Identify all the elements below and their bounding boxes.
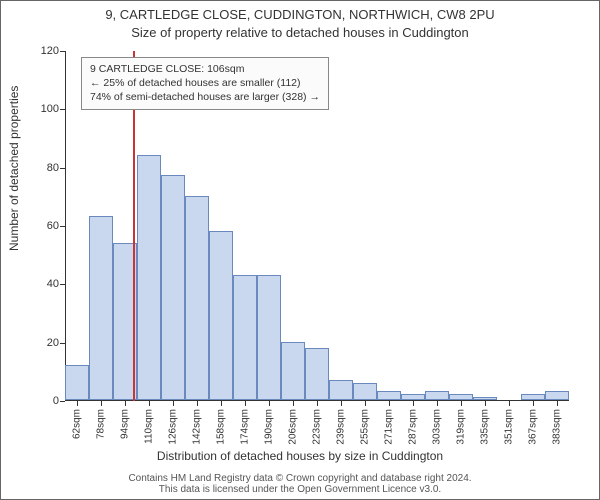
- annotation-line: 74% of semi-detached houses are larger (…: [90, 90, 320, 104]
- annotation-line: ← 25% of detached houses are smaller (11…: [90, 76, 320, 90]
- histogram-bar: [473, 397, 497, 400]
- x-tick-label: 255sqm: [360, 409, 371, 445]
- y-tick-label: 120: [41, 45, 59, 57]
- histogram-bar: [353, 383, 377, 401]
- x-tick-mark: [173, 401, 174, 406]
- x-axis-label: Distribution of detached houses by size …: [1, 449, 599, 463]
- x-tick-label: 126sqm: [168, 409, 179, 445]
- x-tick-mark: [437, 401, 438, 406]
- x-tick-label: 190sqm: [264, 409, 275, 445]
- histogram-bar: [425, 391, 449, 400]
- x-tick-label: 158sqm: [216, 409, 227, 445]
- x-tick-mark: [389, 401, 390, 406]
- page-title-line1: 9, CARTLEDGE CLOSE, CUDDINGTON, NORTHWIC…: [1, 7, 599, 22]
- histogram-bar: [545, 391, 569, 400]
- chart-container: 9, CARTLEDGE CLOSE, CUDDINGTON, NORTHWIC…: [0, 0, 600, 500]
- histogram-bar: [281, 342, 305, 400]
- x-tick-mark: [149, 401, 150, 406]
- x-tick-mark: [413, 401, 414, 406]
- histogram-bar: [89, 216, 113, 400]
- x-tick-label: 110sqm: [144, 409, 155, 444]
- x-tick-mark: [293, 401, 294, 406]
- x-tick-mark: [557, 401, 558, 406]
- x-tick-label: 287sqm: [408, 409, 419, 445]
- histogram-bar: [449, 394, 473, 400]
- x-tick-label: 78sqm: [96, 409, 107, 439]
- annotation-box: 9 CARTLEDGE CLOSE: 106sqm← 25% of detach…: [81, 57, 329, 110]
- y-tick-label: 60: [47, 220, 59, 232]
- y-tick-label: 0: [53, 395, 59, 407]
- y-tick-label: 20: [47, 337, 59, 349]
- y-tick-mark: [60, 401, 65, 402]
- y-tick-mark: [60, 109, 65, 110]
- y-tick-label: 100: [41, 103, 59, 115]
- y-tick-label: 80: [47, 162, 59, 174]
- histogram-bar: [185, 196, 209, 400]
- x-tick-mark: [197, 401, 198, 406]
- histogram-bar: [161, 175, 185, 400]
- histogram-bar: [65, 365, 89, 400]
- y-tick-mark: [60, 51, 65, 52]
- plot-area: 02040608010012062sqm78sqm94sqm110sqm126s…: [65, 51, 569, 401]
- histogram-bar: [257, 275, 281, 400]
- x-tick-label: 367sqm: [528, 409, 539, 445]
- x-tick-label: 383sqm: [552, 409, 563, 445]
- x-tick-mark: [461, 401, 462, 406]
- y-tick-mark: [60, 226, 65, 227]
- x-tick-mark: [341, 401, 342, 406]
- x-tick-mark: [125, 401, 126, 406]
- histogram-bar: [521, 394, 545, 400]
- histogram-bar: [137, 155, 161, 400]
- x-tick-mark: [77, 401, 78, 406]
- x-tick-label: 335sqm: [480, 409, 491, 445]
- y-tick-mark: [60, 168, 65, 169]
- x-tick-mark: [221, 401, 222, 406]
- x-tick-label: 142sqm: [192, 409, 203, 445]
- histogram-bar: [401, 394, 425, 400]
- footer-line: This data is licensed under the Open Gov…: [1, 484, 599, 495]
- page-title-line2: Size of property relative to detached ho…: [1, 25, 599, 40]
- x-tick-mark: [365, 401, 366, 406]
- x-tick-mark: [533, 401, 534, 406]
- histogram-bar: [329, 380, 353, 400]
- y-tick-label: 40: [47, 278, 59, 290]
- x-tick-mark: [509, 401, 510, 406]
- x-tick-label: 206sqm: [288, 409, 299, 445]
- x-tick-mark: [317, 401, 318, 406]
- y-axis-label: Number of detached properties: [7, 86, 21, 251]
- x-tick-label: 319sqm: [456, 409, 467, 445]
- x-tick-label: 223sqm: [312, 409, 323, 445]
- y-axis: [65, 51, 66, 401]
- x-tick-label: 271sqm: [384, 409, 395, 445]
- footer-line: Contains HM Land Registry data © Crown c…: [1, 473, 599, 484]
- y-tick-mark: [60, 284, 65, 285]
- x-tick-mark: [101, 401, 102, 406]
- y-tick-mark: [60, 343, 65, 344]
- histogram-bar: [233, 275, 257, 400]
- x-tick-mark: [269, 401, 270, 406]
- x-tick-mark: [245, 401, 246, 406]
- x-tick-label: 351sqm: [504, 409, 515, 445]
- x-tick-mark: [485, 401, 486, 406]
- x-tick-label: 94sqm: [120, 409, 131, 439]
- x-tick-label: 303sqm: [432, 409, 443, 445]
- histogram-bar: [209, 231, 233, 400]
- footer-attribution: Contains HM Land Registry data © Crown c…: [1, 473, 599, 495]
- histogram-bar: [305, 348, 329, 401]
- x-tick-label: 239sqm: [336, 409, 347, 445]
- histogram-bar: [377, 391, 401, 400]
- x-tick-label: 174sqm: [240, 409, 251, 445]
- x-tick-label: 62sqm: [72, 409, 83, 439]
- annotation-line: 9 CARTLEDGE CLOSE: 106sqm: [90, 62, 320, 76]
